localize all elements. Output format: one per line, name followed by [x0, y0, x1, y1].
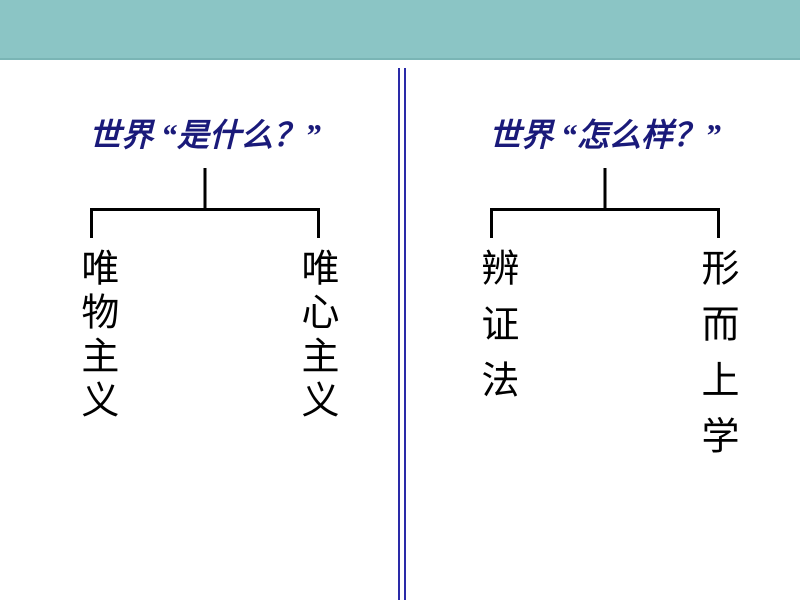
leaf-materialism: 唯物主义: [75, 248, 115, 424]
leaf-metaphysics: 形而上学: [695, 248, 735, 472]
top-bar: [0, 0, 800, 60]
leaves-left: 唯物主义 唯心主义: [75, 248, 335, 424]
bracket-left: [90, 168, 320, 248]
leaf-idealism: 唯心主义: [295, 248, 335, 424]
tree-left: 世界 “是什么？” 唯物主义 唯心主义: [30, 110, 380, 424]
question-right: 世界 “怎么样？”: [430, 110, 780, 156]
bracket-right: [490, 168, 720, 248]
tree-right: 世界 “怎么样？” 辨证法 形而上学: [430, 110, 780, 472]
question-left-quoted: “是什么？”: [161, 117, 321, 153]
question-left: 世界 “是什么？”: [30, 110, 380, 156]
leaf-dialectics: 辨证法: [475, 248, 515, 472]
question-right-prefix: 世界: [489, 117, 553, 153]
leaves-right: 辨证法 形而上学: [475, 248, 735, 472]
question-right-quoted: “怎么样？”: [561, 117, 721, 153]
center-divider: [398, 68, 406, 600]
question-left-prefix: 世界: [89, 117, 153, 153]
